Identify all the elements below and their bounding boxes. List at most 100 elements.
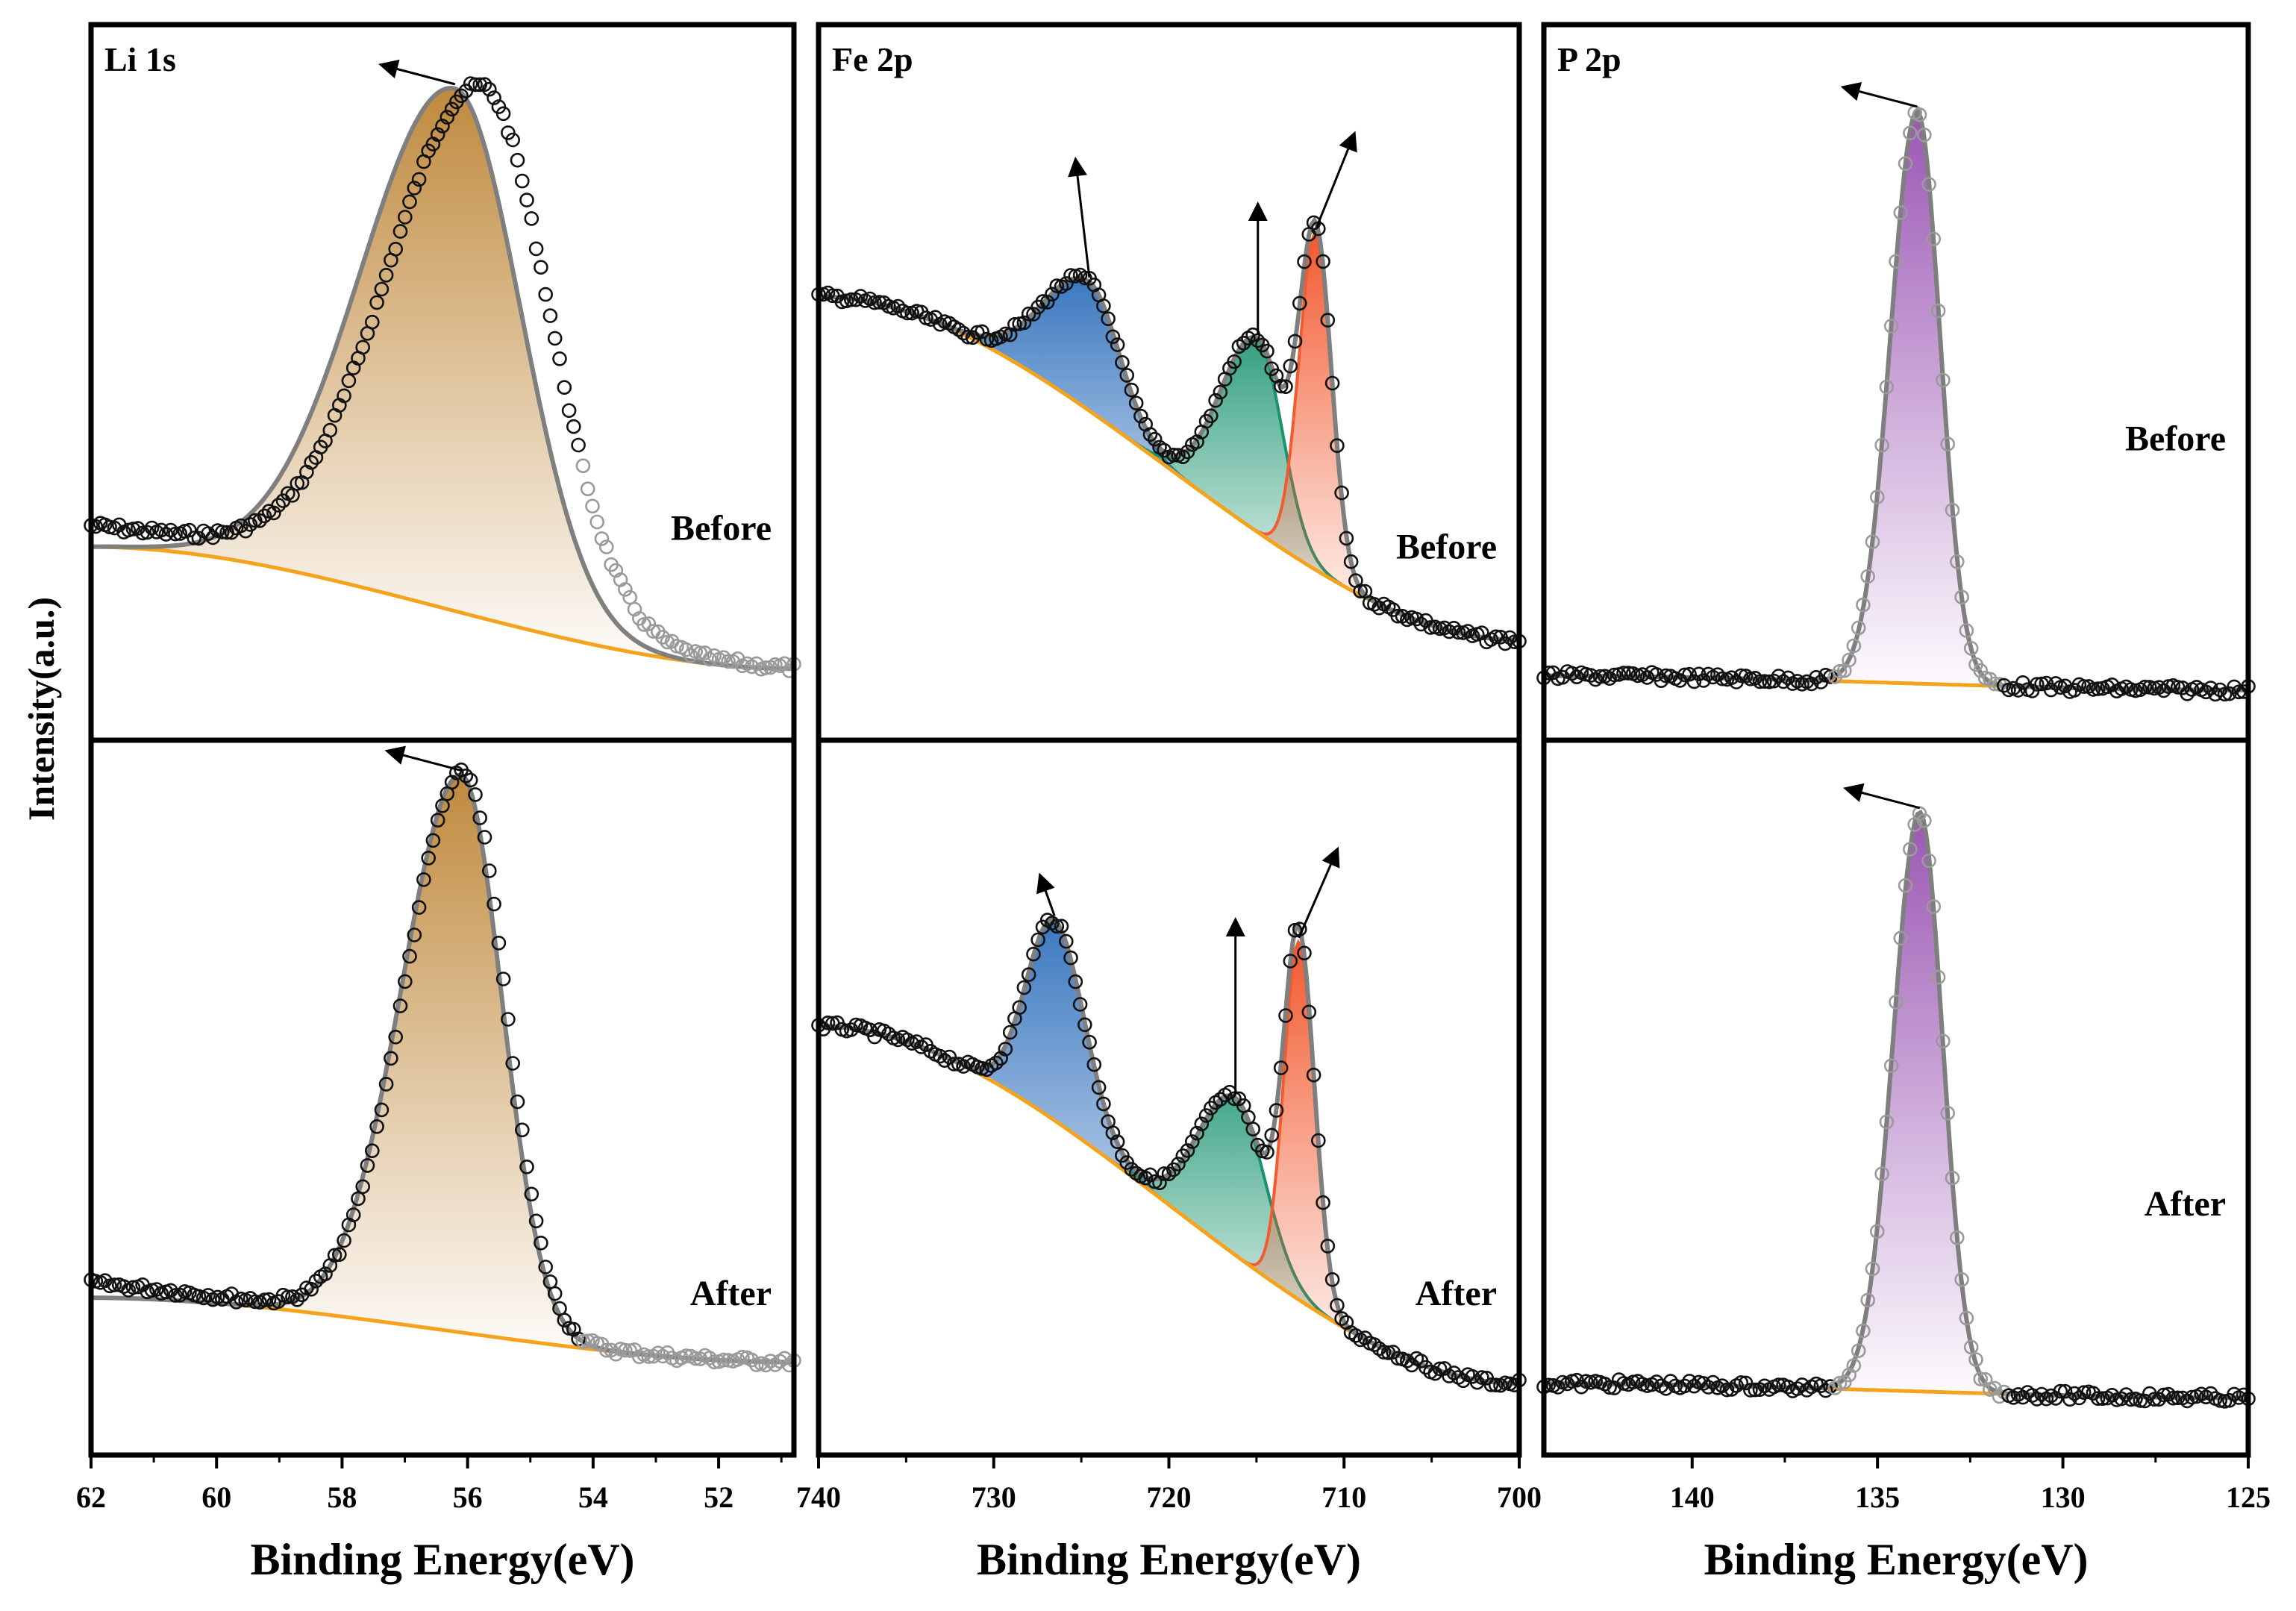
data-point: [407, 928, 422, 942]
data-point: [1306, 1067, 1321, 1083]
data-point: [524, 211, 539, 226]
data-point: [2067, 1386, 2082, 1401]
data-point: [1049, 278, 1065, 293]
data-point: [1898, 156, 1913, 171]
data-point: [758, 1357, 774, 1373]
data-point: [1278, 379, 1293, 395]
data-point: [844, 292, 859, 307]
data-point: [575, 458, 591, 474]
data-point: [214, 525, 230, 539]
data-point: [1488, 629, 1504, 645]
panel-before: Before: [1536, 81, 2256, 702]
data-point: [1973, 663, 1989, 678]
data-point: [1208, 392, 1223, 408]
data-point: [1658, 668, 1674, 683]
data-point: [416, 872, 431, 887]
data-point: [304, 454, 319, 470]
chart-title: Li 1s: [104, 40, 176, 78]
data-point: [1119, 368, 1134, 383]
data-point: [458, 769, 474, 783]
data-point: [1026, 946, 1041, 962]
data-point: [1973, 1371, 1989, 1386]
data-point: [510, 1094, 525, 1110]
data-point: [2034, 1386, 2049, 1402]
data-point: [421, 851, 437, 866]
data-point: [528, 1213, 544, 1229]
data-point: [1021, 306, 1036, 322]
x-tick-label: 62: [76, 1480, 106, 1514]
data-point: [1790, 1381, 1805, 1396]
data-point: [397, 974, 413, 989]
data-point: [1091, 1080, 1107, 1095]
data-point: [542, 308, 558, 323]
data-point: [125, 1280, 141, 1295]
data-point: [575, 1334, 591, 1349]
peak-line: [819, 231, 1519, 642]
data-point: [1128, 395, 1144, 411]
data-point: [2048, 676, 2063, 691]
data-point: [1502, 630, 1518, 645]
data-point: [1105, 329, 1121, 345]
data-point: [900, 305, 915, 321]
data-point: [1021, 967, 1036, 982]
envelope-line: [819, 917, 1519, 1386]
data-point: [585, 498, 600, 514]
data-point: [1194, 1116, 1210, 1132]
peak-fill: [819, 234, 1519, 640]
data-point: [510, 152, 525, 168]
data-point: [1738, 1375, 1754, 1391]
data-point: [1954, 1272, 1969, 1287]
data-point: [1311, 1133, 1326, 1148]
data-point: [257, 508, 272, 524]
arrowhead-icon: [1843, 783, 1865, 802]
data-point: [2198, 684, 2214, 700]
data-point: [163, 522, 178, 538]
envelope-line: [1544, 107, 2248, 692]
data-point: [140, 525, 155, 540]
peak-fill: [1544, 813, 2248, 1398]
data-point: [1283, 954, 1298, 969]
data-point: [131, 521, 146, 536]
data-point: [1865, 1261, 1880, 1277]
data-point: [618, 1342, 633, 1358]
data-point: [678, 1348, 694, 1363]
data-point: [598, 1342, 614, 1358]
data-point: [641, 1349, 657, 1364]
data-point: [1856, 597, 1871, 613]
data-point: [1287, 334, 1303, 349]
data-point: [1245, 1122, 1260, 1136]
data-point: [1035, 294, 1051, 309]
data-point: [744, 1352, 760, 1368]
data-point: [1105, 1125, 1121, 1140]
data-point: [201, 526, 216, 541]
data-point: [1175, 449, 1191, 465]
data-point: [735, 1350, 750, 1365]
peak-line: [819, 939, 1519, 1386]
data-point: [1569, 669, 1584, 685]
data-point: [2137, 1393, 2153, 1409]
data-point: [369, 295, 384, 310]
data-point: [1987, 1380, 2002, 1396]
data-point: [1860, 569, 1875, 584]
data-point: [1110, 1134, 1125, 1149]
data-point: [107, 1277, 122, 1292]
x-axis: 740 730 720 710 700: [796, 1455, 1542, 1514]
data-point: [534, 260, 548, 275]
data-point: [1677, 1378, 1692, 1394]
data-point: [1316, 254, 1330, 269]
data-point: [463, 772, 478, 788]
data-point: [655, 630, 671, 645]
data-point: [1049, 919, 1065, 934]
data-point: [1757, 674, 1772, 689]
data-point: [853, 289, 869, 304]
data-point: [1860, 1292, 1875, 1308]
data-point: [1926, 899, 1942, 914]
data-point: [280, 1289, 295, 1304]
data-point: [360, 1158, 375, 1173]
data-point: [1260, 343, 1274, 359]
x-axis-label: Binding Energy(eV): [250, 1535, 634, 1584]
data-point: [2010, 683, 2026, 698]
data-point: [201, 1288, 216, 1303]
data-point: [1460, 624, 1475, 639]
data-point: [411, 172, 427, 187]
